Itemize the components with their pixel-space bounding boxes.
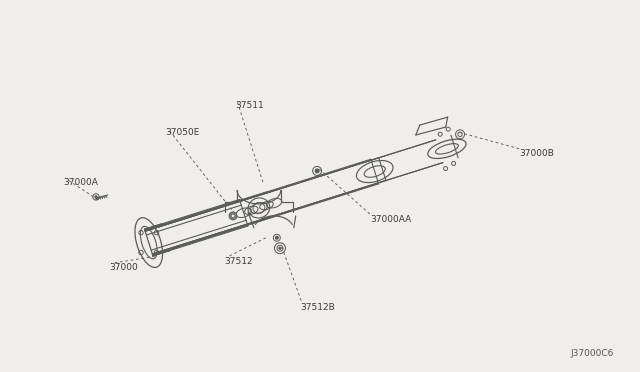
Text: 37050E: 37050E	[166, 128, 200, 137]
Text: 37000: 37000	[109, 263, 138, 272]
Circle shape	[315, 169, 319, 173]
Circle shape	[279, 247, 281, 249]
Text: 37512B: 37512B	[300, 302, 335, 312]
Text: 37512: 37512	[225, 257, 253, 266]
Text: 37000B: 37000B	[519, 149, 554, 158]
Text: J37000C6: J37000C6	[570, 349, 614, 358]
Circle shape	[95, 196, 97, 198]
Circle shape	[229, 212, 237, 220]
Text: 37000A: 37000A	[63, 177, 98, 186]
Text: 37511: 37511	[236, 101, 264, 110]
Circle shape	[231, 214, 235, 218]
Text: 37000AA: 37000AA	[370, 215, 411, 224]
Circle shape	[275, 236, 278, 239]
